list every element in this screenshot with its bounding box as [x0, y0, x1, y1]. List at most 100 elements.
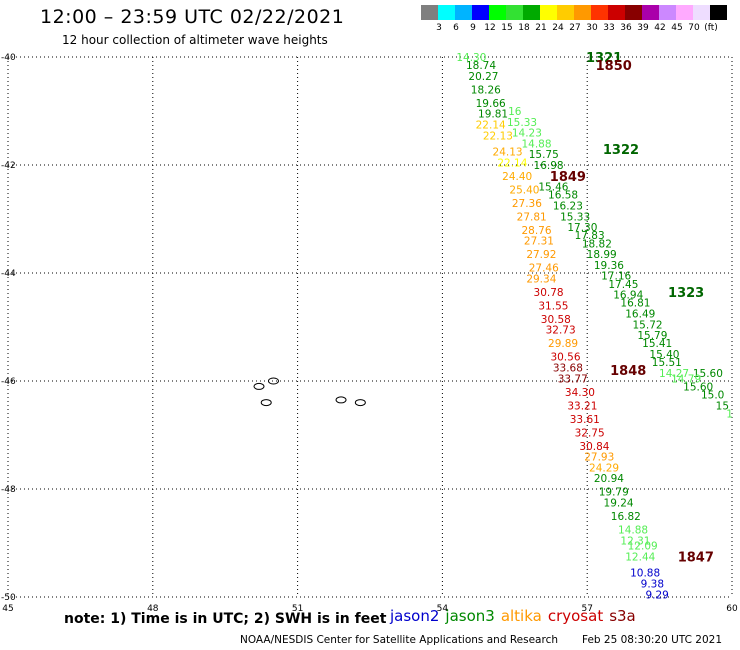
wave-height-value: 10.88 — [630, 568, 660, 580]
wave-height-value: 15.40 — [649, 349, 679, 361]
wave-height-value: 22.13 — [483, 130, 513, 142]
scale-swatch — [489, 5, 506, 20]
track-pass-label: 1847 — [678, 551, 714, 566]
wave-height-value: 30.56 — [550, 352, 580, 364]
satellite-legend: jason2 jason3 altika cryosat s3a — [390, 607, 642, 625]
scale-swatch — [676, 5, 693, 20]
scale-swatch — [659, 5, 676, 20]
scale-swatch — [642, 5, 659, 20]
wave-height-value: 19.24 — [604, 498, 634, 510]
wave-height-value: 16.58 — [548, 190, 578, 202]
wave-height-value: 15.33 — [507, 117, 537, 129]
track-pass-label: 1322 — [603, 143, 639, 158]
wave-height-value: 33.68 — [553, 363, 583, 375]
wave-height-value: 15.46 — [538, 182, 568, 194]
track-pass-label: 1321 — [586, 51, 622, 66]
wave-height-value: 15.33 — [560, 211, 590, 223]
scale-label: 18 — [518, 23, 530, 33]
scale-swatch — [608, 5, 625, 20]
wave-height-value: 16.82 — [611, 511, 641, 523]
wave-height-value: 17.30 — [567, 222, 597, 234]
wave-height-value: 27.36 — [512, 198, 542, 210]
grid-lines — [7, 56, 733, 598]
wave-height-value: 15.51 — [652, 357, 682, 369]
wave-height-value: 29.34 — [526, 273, 556, 285]
wave-height-value: 31.55 — [538, 300, 568, 312]
wave-height-value: 14.88 — [521, 138, 551, 150]
map-subtitle: 12 hour collection of altimeter wave hei… — [62, 33, 328, 47]
scale-label: (ft) — [704, 23, 718, 33]
scale-label: 15 — [501, 23, 513, 33]
wave-height-value: 15.79 — [637, 330, 667, 342]
wave-height-value: 16 — [508, 106, 522, 118]
scale-label: 27 — [569, 23, 581, 33]
scale-label: 6 — [453, 23, 459, 33]
scale-label: 42 — [654, 23, 666, 33]
scale-swatch — [591, 5, 608, 20]
wave-height-value: 32.75 — [575, 427, 605, 439]
wave-height-value: 16.49 — [625, 309, 655, 321]
wave-height-value: 12.09 — [628, 541, 658, 553]
lat-tick-label: -48 — [1, 485, 16, 495]
scale-swatch — [455, 5, 472, 20]
scale-label: 30 — [586, 23, 598, 33]
map-title: 12:00 – 23:59 UTC 02/22/2021 — [40, 6, 345, 28]
wave-height-value: 33.77 — [558, 373, 588, 385]
scale-swatch — [506, 5, 523, 20]
scale-swatch — [710, 5, 727, 20]
scale-swatch — [421, 5, 438, 20]
wave-height-value: 14.30 — [456, 52, 486, 64]
scale-label: 45 — [671, 23, 683, 33]
lat-tick-label: -44 — [1, 269, 16, 279]
legend-entry-jason2: jason2 — [390, 607, 440, 625]
wave-height-value: 25.40 — [509, 184, 539, 196]
track-pass-label: 1849 — [550, 170, 586, 185]
scale-swatch — [523, 5, 540, 20]
wave-height-value: 19.81 — [478, 109, 508, 121]
timestamp-text: Feb 25 08:30:20 UTC 2021 — [582, 634, 722, 646]
wave-height-value: 18.26 — [471, 84, 501, 96]
island-outline — [354, 399, 366, 407]
legend-entry-jason3: jason3 — [445, 607, 495, 625]
wave-height-value: 22.14 — [497, 157, 527, 169]
lat-tick-label: -50 — [1, 593, 16, 603]
units-note: note: 1) Time is in UTC; 2) SWH is in fe… — [64, 611, 387, 627]
wave-height-value: 15.72 — [633, 319, 663, 331]
scale-label: 24 — [552, 23, 564, 33]
lon-tick-label: 45 — [2, 604, 13, 614]
wave-height-value: 24.13 — [493, 147, 523, 159]
scale-label: 21 — [535, 23, 547, 33]
scale-swatch — [438, 5, 455, 20]
legend-entry-cryosat: cryosat — [547, 607, 604, 625]
wave-height-value: 28.76 — [521, 225, 551, 237]
wave-height-value: 33.21 — [567, 400, 597, 412]
wave-height-value: 9.29 — [645, 589, 668, 601]
wave-height-value: 24.29 — [589, 462, 619, 474]
wave-height-value: 16.98 — [534, 160, 564, 172]
scale-swatch — [540, 5, 557, 20]
wave-height-value: 18.74 — [466, 60, 496, 72]
axis-tick-labels: 45 48 51 54 57 60 -40 -42 -44 -46 -48 -50 — [1, 53, 738, 614]
lon-tick-label: 54 — [437, 604, 449, 614]
island-outline — [267, 377, 279, 385]
lat-tick-label: -40 — [1, 53, 16, 63]
wave-height-value: 1 — [726, 408, 733, 420]
lat-tick-label: -46 — [1, 377, 16, 387]
lon-tick-label: 51 — [292, 604, 303, 614]
wave-height-value: 27.46 — [529, 263, 559, 275]
wave-height-value: 19.66 — [476, 98, 506, 110]
wave-height-value: 18.99 — [587, 249, 617, 261]
wave-height-value: 15.75 — [529, 149, 559, 161]
wave-height-value: 14.88 — [618, 525, 648, 537]
wave-height-value: 12.31 — [620, 535, 650, 547]
wave-height-value: 14.23 — [512, 128, 542, 140]
wave-height-value: 20.94 — [594, 473, 624, 485]
wave-height-value: 17.16 — [601, 271, 631, 283]
wave-height-value: 20.27 — [468, 71, 498, 83]
wave-height-value: 24.40 — [502, 171, 532, 183]
scale-label: 33 — [603, 23, 615, 33]
lon-tick-label: 57 — [581, 604, 592, 614]
